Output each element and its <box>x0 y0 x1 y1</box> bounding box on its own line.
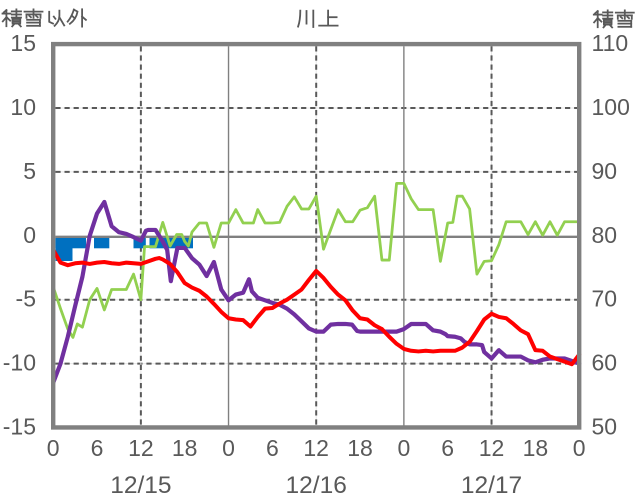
svg-text:-5: -5 <box>16 286 36 312</box>
svg-text:12: 12 <box>128 435 154 461</box>
svg-text:110: 110 <box>592 30 629 56</box>
svg-text:18: 18 <box>347 435 373 461</box>
svg-text:12/16: 12/16 <box>286 472 347 499</box>
svg-text:0: 0 <box>573 435 586 461</box>
svg-text:18: 18 <box>523 435 549 461</box>
svg-text:6: 6 <box>441 435 454 461</box>
svg-text:70: 70 <box>592 286 618 312</box>
svg-text:12/15: 12/15 <box>110 472 171 499</box>
svg-text:60: 60 <box>592 350 618 376</box>
svg-text:5: 5 <box>23 158 36 184</box>
svg-text:80: 80 <box>592 222 618 248</box>
svg-text:0: 0 <box>398 435 411 461</box>
svg-text:12: 12 <box>479 435 505 461</box>
svg-text:-10: -10 <box>3 350 36 376</box>
svg-text:12: 12 <box>303 435 329 461</box>
svg-text:0: 0 <box>23 222 36 248</box>
svg-text:-15: -15 <box>3 414 36 440</box>
svg-text:6: 6 <box>266 435 279 461</box>
svg-text:0: 0 <box>47 435 60 461</box>
svg-text:90: 90 <box>592 158 618 184</box>
svg-text:50: 50 <box>592 414 618 440</box>
svg-text:18: 18 <box>172 435 198 461</box>
svg-text:12/17: 12/17 <box>461 472 522 499</box>
svg-text:0: 0 <box>222 435 235 461</box>
svg-text:10: 10 <box>10 94 36 120</box>
svg-text:15: 15 <box>10 30 36 56</box>
svg-text:100: 100 <box>592 94 630 120</box>
svg-text:6: 6 <box>91 435 104 461</box>
